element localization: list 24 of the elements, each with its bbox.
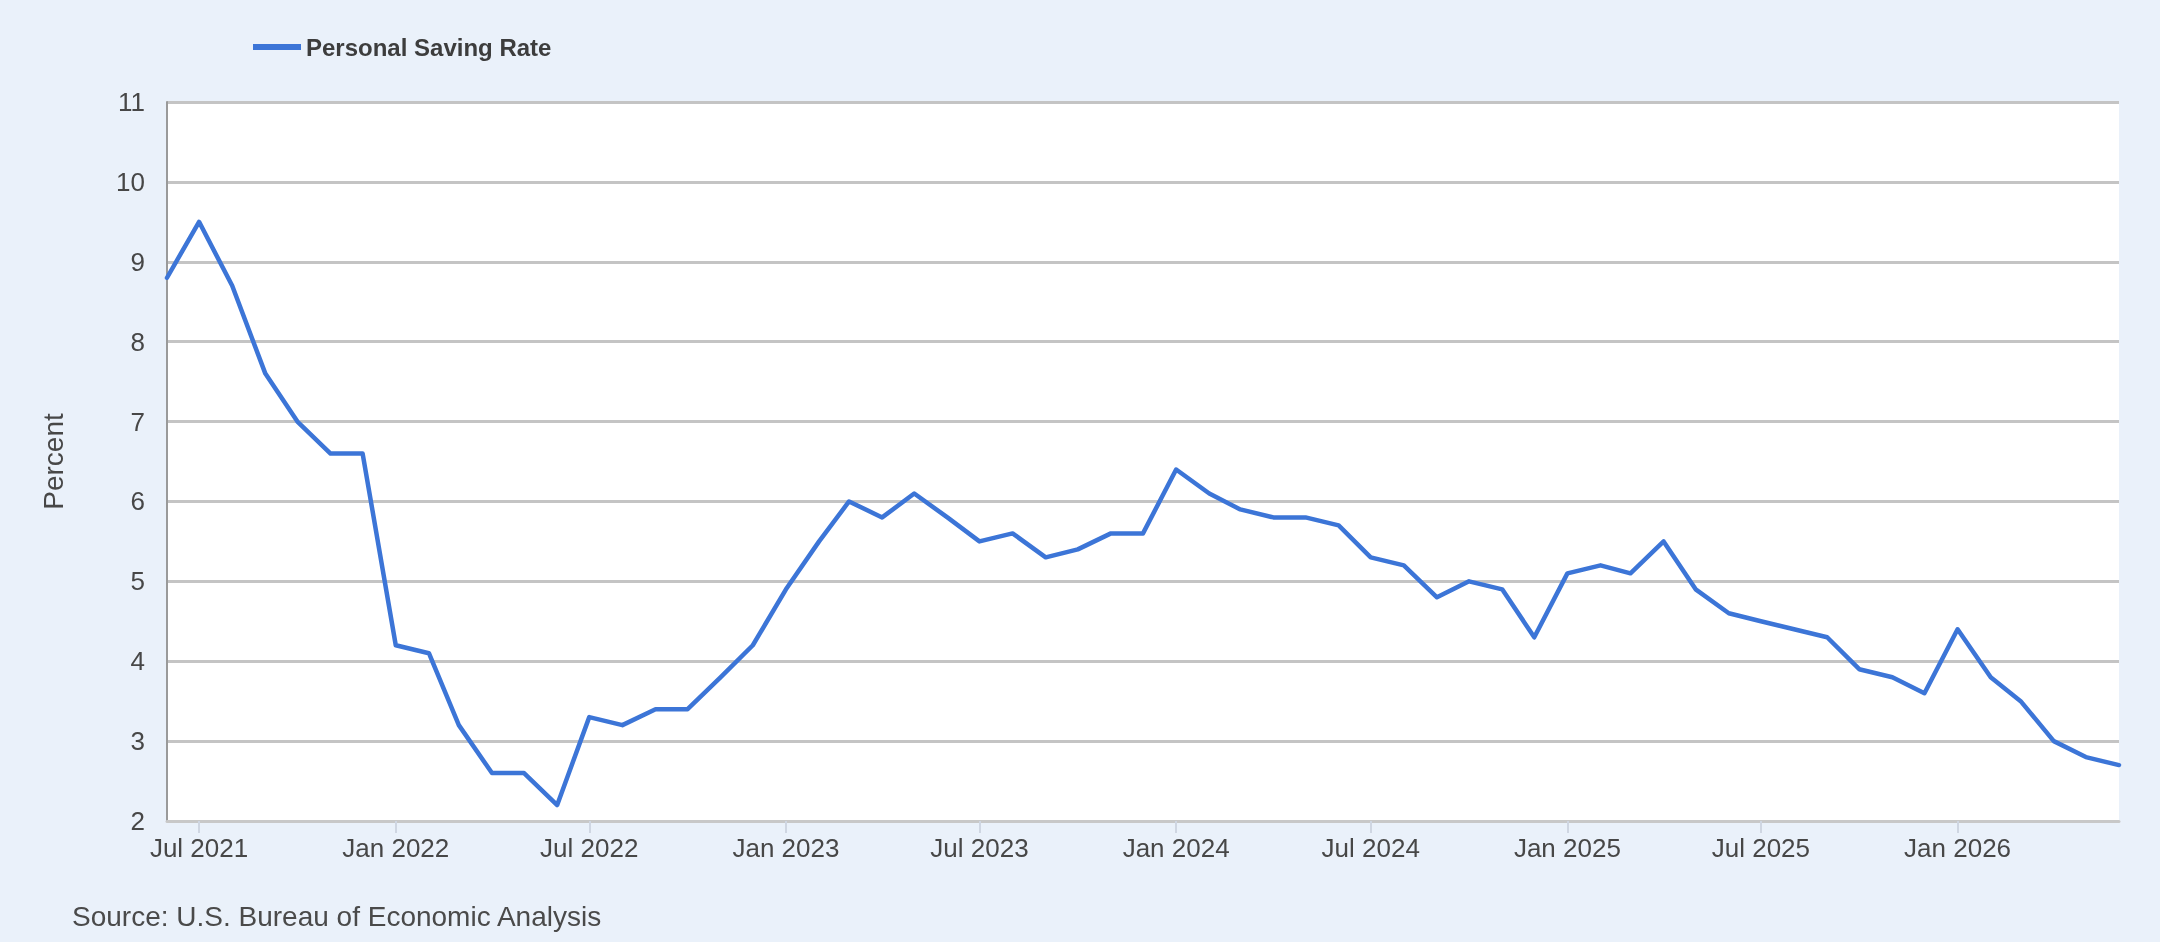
x-tick-label: Jul 2025 <box>1711 833 1811 863</box>
x-tick-label: Jan 2025 <box>1513 833 1621 863</box>
x-tick-label: Jan 2023 <box>732 833 840 863</box>
x-tick-label: Jul 2023 <box>930 833 1029 863</box>
x-tick-label: Jul 2021 <box>149 833 249 863</box>
line-series <box>164 219 2122 808</box>
x-tick-label: Jan 2022 <box>342 833 450 863</box>
y-tick-label: 11 <box>118 87 145 117</box>
y-tick-label: 2 <box>130 806 145 836</box>
y-tick-label: 4 <box>130 646 145 677</box>
y-tick-label: 7 <box>130 406 145 437</box>
y-axis-title: Percent <box>37 413 69 510</box>
y-tick-label: 9 <box>130 246 145 277</box>
legend-label: Personal Saving Rate <box>306 33 552 61</box>
y-tick-label: 3 <box>130 726 145 757</box>
y-tick-label: 8 <box>130 326 145 357</box>
x-tick-label: Jan 2024 <box>1122 833 1230 863</box>
x-tick-label: Jul 2022 <box>540 833 639 863</box>
y-tick-label: 5 <box>130 566 145 597</box>
x-tick-label: Jul 2024 <box>1321 833 1420 863</box>
x-tick-label: Jan 2026 <box>1904 833 2012 863</box>
y-tick-label: 10 <box>116 166 145 197</box>
y-tick-label: 6 <box>130 486 145 517</box>
source-note: Source: U.S. Bureau of Economic Analysis <box>72 900 602 932</box>
